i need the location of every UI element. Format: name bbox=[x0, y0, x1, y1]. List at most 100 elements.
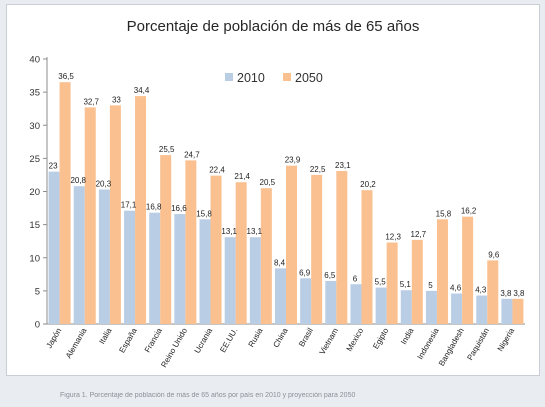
bar-2010 bbox=[224, 237, 236, 324]
legend-swatch-2010 bbox=[225, 73, 233, 81]
bar-2010 bbox=[149, 212, 161, 324]
data-label-2050: 23,1 bbox=[335, 161, 351, 170]
figure-caption: Figura 1. Porcentaje de población de más… bbox=[60, 392, 356, 399]
bar-2050 bbox=[59, 82, 71, 324]
bar-2050 bbox=[487, 260, 499, 324]
bar-2050 bbox=[286, 165, 297, 324]
bar-2010 bbox=[124, 210, 136, 324]
x-tick-label: Brasil bbox=[297, 326, 315, 348]
bar-2010 bbox=[48, 171, 60, 324]
bar-2050 bbox=[135, 96, 147, 324]
data-label-2010: 6,5 bbox=[324, 271, 336, 280]
bar-2010 bbox=[476, 295, 488, 324]
data-label-2050: 36,5 bbox=[58, 72, 74, 81]
x-tick-label: Indonesia bbox=[416, 326, 441, 361]
x-tick-label: Nigeria bbox=[496, 326, 517, 353]
y-tick-label: 10 bbox=[29, 253, 40, 264]
x-tick-label: Vietnam bbox=[318, 326, 341, 356]
data-label-2050: 34,4 bbox=[134, 86, 150, 95]
bar-2010 bbox=[325, 280, 337, 324]
x-tick-label: Egipto bbox=[371, 326, 390, 351]
data-label-2010: 15,8 bbox=[196, 209, 212, 218]
data-label-2050: 23,9 bbox=[285, 156, 301, 165]
x-tick-label: Paquistán bbox=[465, 327, 491, 362]
x-tick-label: Rusia bbox=[247, 326, 265, 349]
y-tick-label: 20 bbox=[29, 187, 40, 198]
x-tick-label: Bangladesh bbox=[437, 327, 466, 368]
bar-2050 bbox=[462, 216, 474, 324]
x-tick-label: Ucrania bbox=[193, 326, 215, 355]
bar-2050 bbox=[361, 190, 373, 324]
bar-2010 bbox=[174, 214, 186, 324]
x-tick-label: Alemania bbox=[64, 326, 89, 360]
data-label-2010: 6,9 bbox=[299, 268, 311, 277]
data-label-2010: 13,1 bbox=[221, 227, 237, 236]
legend-label-2010: 2010 bbox=[237, 71, 265, 85]
data-label-2010: 3,8 bbox=[500, 289, 512, 298]
data-label-2010: 23 bbox=[49, 162, 58, 171]
bar-2010 bbox=[451, 293, 463, 324]
data-label-2010: 16,6 bbox=[171, 204, 187, 213]
data-label-2050: 16,2 bbox=[461, 207, 477, 216]
y-tick-label: 40 bbox=[29, 55, 40, 66]
data-label-2050: 24,7 bbox=[184, 150, 200, 159]
data-label-2010: 5,5 bbox=[375, 278, 387, 287]
data-label-2050: 32,7 bbox=[83, 97, 99, 106]
x-tick-label: EE.UU. bbox=[218, 327, 239, 355]
chart-title: Porcentaje de población de más de 65 año… bbox=[127, 18, 420, 35]
x-tick-label: Francia bbox=[143, 326, 164, 354]
bar-2050 bbox=[436, 219, 448, 324]
x-tick-label: China bbox=[271, 326, 290, 349]
data-label-2050: 22,5 bbox=[310, 165, 326, 174]
x-tick-label: Italia bbox=[97, 326, 114, 346]
data-label-2050: 12,7 bbox=[411, 230, 427, 239]
bar-2050 bbox=[109, 105, 121, 324]
bar-2010 bbox=[400, 290, 412, 324]
data-label-2050: 15,8 bbox=[436, 209, 452, 218]
data-label-2010: 5,1 bbox=[400, 280, 412, 289]
data-label-2050: 25,5 bbox=[159, 145, 175, 154]
chart-frame: Porcentaje de población de más de 65 año… bbox=[6, 4, 540, 376]
x-tick-label: Japón bbox=[45, 327, 64, 350]
data-label-2050: 20,5 bbox=[260, 178, 276, 187]
y-tick-label: 30 bbox=[29, 121, 40, 132]
data-label-2010: 20,8 bbox=[70, 176, 86, 185]
bar-2050 bbox=[512, 298, 524, 324]
bar-2010 bbox=[275, 268, 286, 324]
data-label-2010: 4,3 bbox=[475, 286, 487, 295]
bar-2010 bbox=[501, 298, 513, 324]
data-label-2050: 12,3 bbox=[385, 233, 401, 242]
bar-2050 bbox=[84, 107, 96, 324]
y-tick-label: 5 bbox=[35, 286, 40, 297]
data-label-2010: 20,3 bbox=[96, 180, 112, 189]
bar-2050 bbox=[386, 242, 398, 324]
bar-2050 bbox=[185, 160, 197, 324]
bar-2050 bbox=[235, 182, 247, 324]
data-label-2010: 17,1 bbox=[121, 201, 137, 210]
bar-2010 bbox=[249, 237, 261, 324]
bar-2010 bbox=[73, 186, 85, 324]
data-label-2050: 22,4 bbox=[209, 166, 225, 175]
y-tick-label: 35 bbox=[29, 88, 40, 99]
bar-2010 bbox=[199, 219, 211, 324]
bar-chart: Porcentaje de población de más de 65 año… bbox=[29, 18, 525, 369]
x-tick-label: Mexico bbox=[345, 326, 366, 353]
bar-2050 bbox=[160, 155, 172, 324]
bar-2050 bbox=[311, 174, 323, 324]
bar-2010 bbox=[425, 290, 437, 324]
y-tick-label: 15 bbox=[29, 220, 40, 231]
bar-2050 bbox=[411, 239, 423, 324]
bar-2050 bbox=[260, 188, 272, 324]
bar-2050 bbox=[336, 170, 348, 324]
data-label-2050: 33 bbox=[112, 95, 121, 104]
x-tick-label: España bbox=[117, 326, 139, 354]
bar-2010 bbox=[98, 189, 110, 324]
bar-2010 bbox=[350, 284, 362, 324]
data-label-2050: 3,8 bbox=[513, 289, 525, 298]
legend-label-2050: 2050 bbox=[295, 71, 323, 85]
data-label-2050: 21,4 bbox=[234, 172, 250, 181]
legend-swatch-2050 bbox=[283, 73, 291, 81]
bar-2010 bbox=[375, 287, 387, 324]
x-tick-label: India bbox=[399, 326, 416, 346]
data-label-2050: 9,6 bbox=[488, 250, 500, 259]
